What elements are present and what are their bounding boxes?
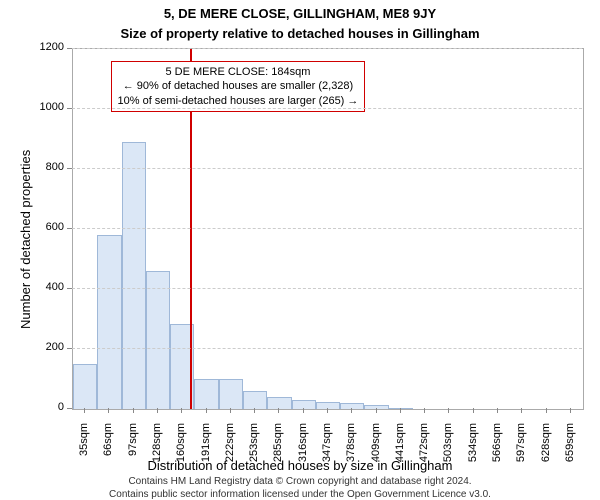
footer-line-2: Contains public sector information licen… xyxy=(0,489,600,500)
x-tick-label: 128sqm xyxy=(151,423,163,463)
annotation-line: 10% of semi-detached houses are larger (… xyxy=(118,94,359,108)
figure-title: 5, DE MERE CLOSE, GILLINGHAM, ME8 9JY xyxy=(0,6,600,21)
grid-line xyxy=(72,48,582,49)
grid-line xyxy=(72,288,582,289)
y-tick xyxy=(67,408,72,409)
x-tick-label: 316sqm xyxy=(297,423,309,463)
x-tick-label: 285sqm xyxy=(272,423,284,463)
footer-line-1: Contains HM Land Registry data © Crown c… xyxy=(0,476,600,487)
y-tick-label: 1200 xyxy=(28,41,64,53)
x-tick xyxy=(133,408,134,413)
x-tick xyxy=(351,408,352,413)
y-tick-label: 400 xyxy=(28,281,64,293)
x-tick-label: 347sqm xyxy=(321,423,333,463)
y-tick-label: 200 xyxy=(28,341,64,353)
x-tick xyxy=(108,408,109,413)
grid-line xyxy=(72,228,582,229)
annotation-line: 5 DE MERE CLOSE: 184sqm xyxy=(118,65,359,79)
y-tick-label: 600 xyxy=(28,221,64,233)
x-tick-label: 597sqm xyxy=(515,423,527,463)
grid-line xyxy=(72,348,582,349)
y-tick xyxy=(67,288,72,289)
x-tick xyxy=(303,408,304,413)
x-tick-label: 503sqm xyxy=(442,423,454,463)
x-tick-label: 378sqm xyxy=(345,423,357,463)
x-tick-label: 566sqm xyxy=(491,423,503,463)
x-tick xyxy=(570,408,571,413)
x-tick-label: 222sqm xyxy=(224,423,236,463)
annotation-line: ← 90% of detached houses are smaller (2,… xyxy=(118,79,359,93)
x-tick-label: 409sqm xyxy=(370,423,382,463)
x-tick xyxy=(206,408,207,413)
x-tick xyxy=(230,408,231,413)
bar xyxy=(340,403,364,409)
x-tick-label: 472sqm xyxy=(418,423,430,463)
bar xyxy=(292,400,316,409)
bar xyxy=(122,142,146,409)
x-tick-label: 35sqm xyxy=(78,423,90,463)
figure-subtitle: Size of property relative to detached ho… xyxy=(0,26,600,41)
x-tick xyxy=(546,408,547,413)
bar xyxy=(219,379,243,409)
x-tick-label: 628sqm xyxy=(540,423,552,463)
x-tick xyxy=(473,408,474,413)
grid-line xyxy=(72,168,582,169)
grid-line xyxy=(72,108,582,109)
y-tick-label: 800 xyxy=(28,161,64,173)
bar xyxy=(243,391,267,409)
x-tick-label: 659sqm xyxy=(564,423,576,463)
y-tick xyxy=(67,168,72,169)
x-tick-label: 191sqm xyxy=(200,423,212,463)
x-tick xyxy=(84,408,85,413)
x-tick-label: 97sqm xyxy=(127,423,139,463)
bar xyxy=(97,235,121,409)
y-tick xyxy=(67,228,72,229)
x-tick xyxy=(157,408,158,413)
x-tick xyxy=(497,408,498,413)
y-axis-label: Number of detached properties xyxy=(18,150,33,329)
annotation-box: 5 DE MERE CLOSE: 184sqm← 90% of detached… xyxy=(111,61,366,112)
y-tick-label: 1000 xyxy=(28,101,64,113)
x-tick xyxy=(327,408,328,413)
y-tick xyxy=(67,348,72,349)
x-tick-label: 441sqm xyxy=(394,423,406,463)
bar xyxy=(73,364,97,409)
bar xyxy=(389,408,413,410)
x-tick-label: 253sqm xyxy=(248,423,260,463)
figure-container: 5, DE MERE CLOSE, GILLINGHAM, ME8 9JY Si… xyxy=(0,0,600,500)
x-tick xyxy=(448,408,449,413)
x-tick-label: 160sqm xyxy=(175,423,187,463)
bar xyxy=(194,379,218,409)
bar xyxy=(146,271,170,409)
bar xyxy=(267,397,291,409)
x-tick xyxy=(376,408,377,413)
x-tick xyxy=(278,408,279,413)
plot-area: 5 DE MERE CLOSE: 184sqm← 90% of detached… xyxy=(72,48,584,410)
x-tick-label: 66sqm xyxy=(102,423,114,463)
x-tick xyxy=(400,408,401,413)
x-tick xyxy=(521,408,522,413)
y-tick-label: 0 xyxy=(28,401,64,413)
x-tick xyxy=(181,408,182,413)
y-tick xyxy=(67,48,72,49)
x-tick xyxy=(424,408,425,413)
x-tick-label: 534sqm xyxy=(467,423,479,463)
x-tick xyxy=(254,408,255,413)
y-tick xyxy=(67,108,72,109)
bar xyxy=(364,405,388,410)
